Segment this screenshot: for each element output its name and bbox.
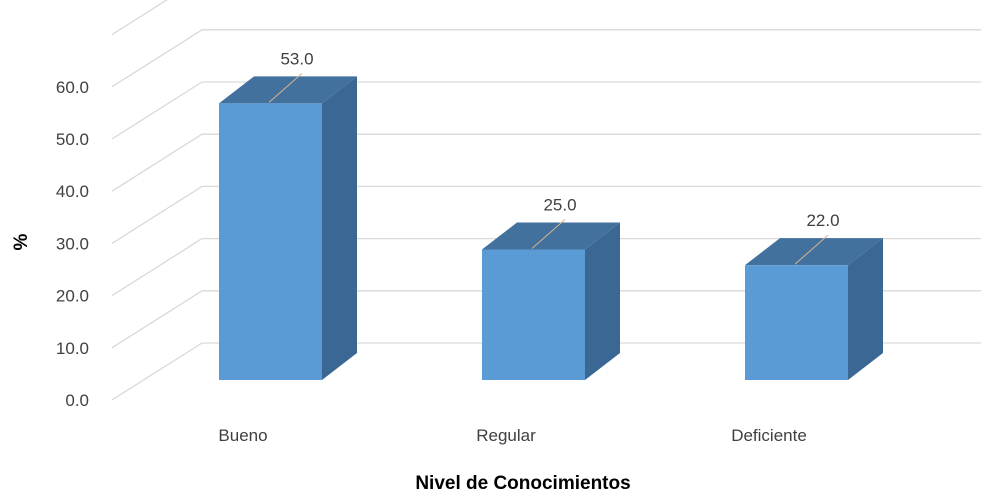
data-labels: 53.0 25.0 22.0: [268, 49, 840, 265]
data-label-leader: [531, 219, 566, 249]
bar-side: [585, 222, 620, 380]
y-tick-label: 20.0: [56, 287, 89, 306]
data-label: 53.0: [280, 49, 313, 68]
bar-deficiente: [745, 238, 883, 380]
gridline-depth: [111, 133, 203, 192]
gridline-depth: [111, 0, 168, 36]
gridline-depth: [111, 238, 203, 297]
y-tick-label: 60.0: [56, 78, 89, 97]
data-label: 25.0: [543, 196, 576, 215]
bar-top: [219, 76, 357, 104]
bar-front: [219, 103, 322, 380]
bar-side: [322, 76, 357, 380]
bars: [219, 76, 883, 380]
x-axis-title: Nivel de Conocimientos: [415, 473, 630, 494]
data-label-leader: [268, 72, 303, 103]
gridline-depth: [111, 185, 203, 244]
bar-top: [482, 222, 620, 250]
y-axis-ticks: 0.0 10.0 20.0 30.0 40.0 50.0 60.0: [56, 78, 89, 410]
data-label-leader: [794, 234, 829, 265]
x-tick-label: Deficiente: [731, 426, 807, 445]
y-tick-label: 30.0: [56, 234, 89, 253]
data-label: 22.0: [806, 211, 839, 230]
gridline-depth: [111, 290, 203, 349]
y-tick-label: 40.0: [56, 182, 89, 201]
bar-side: [848, 238, 883, 380]
bar-bueno: [219, 76, 357, 380]
gridline-depth: [111, 342, 203, 401]
bar-regular: [482, 222, 620, 380]
bar-front: [745, 265, 848, 380]
y-tick-label: 10.0: [56, 339, 89, 358]
x-tick-label: Regular: [476, 426, 536, 445]
gridline-depth: [111, 81, 203, 140]
bar-top: [745, 238, 883, 266]
x-axis-ticks: Bueno Regular Deficiente: [218, 426, 806, 445]
x-tick-label: Bueno: [218, 426, 267, 445]
y-tick-label: 50.0: [56, 130, 89, 149]
gridline-depth: [111, 29, 203, 88]
y-tick-label: 0.0: [65, 391, 89, 410]
y-axis-title: %: [11, 233, 32, 250]
bar-front: [482, 249, 585, 380]
